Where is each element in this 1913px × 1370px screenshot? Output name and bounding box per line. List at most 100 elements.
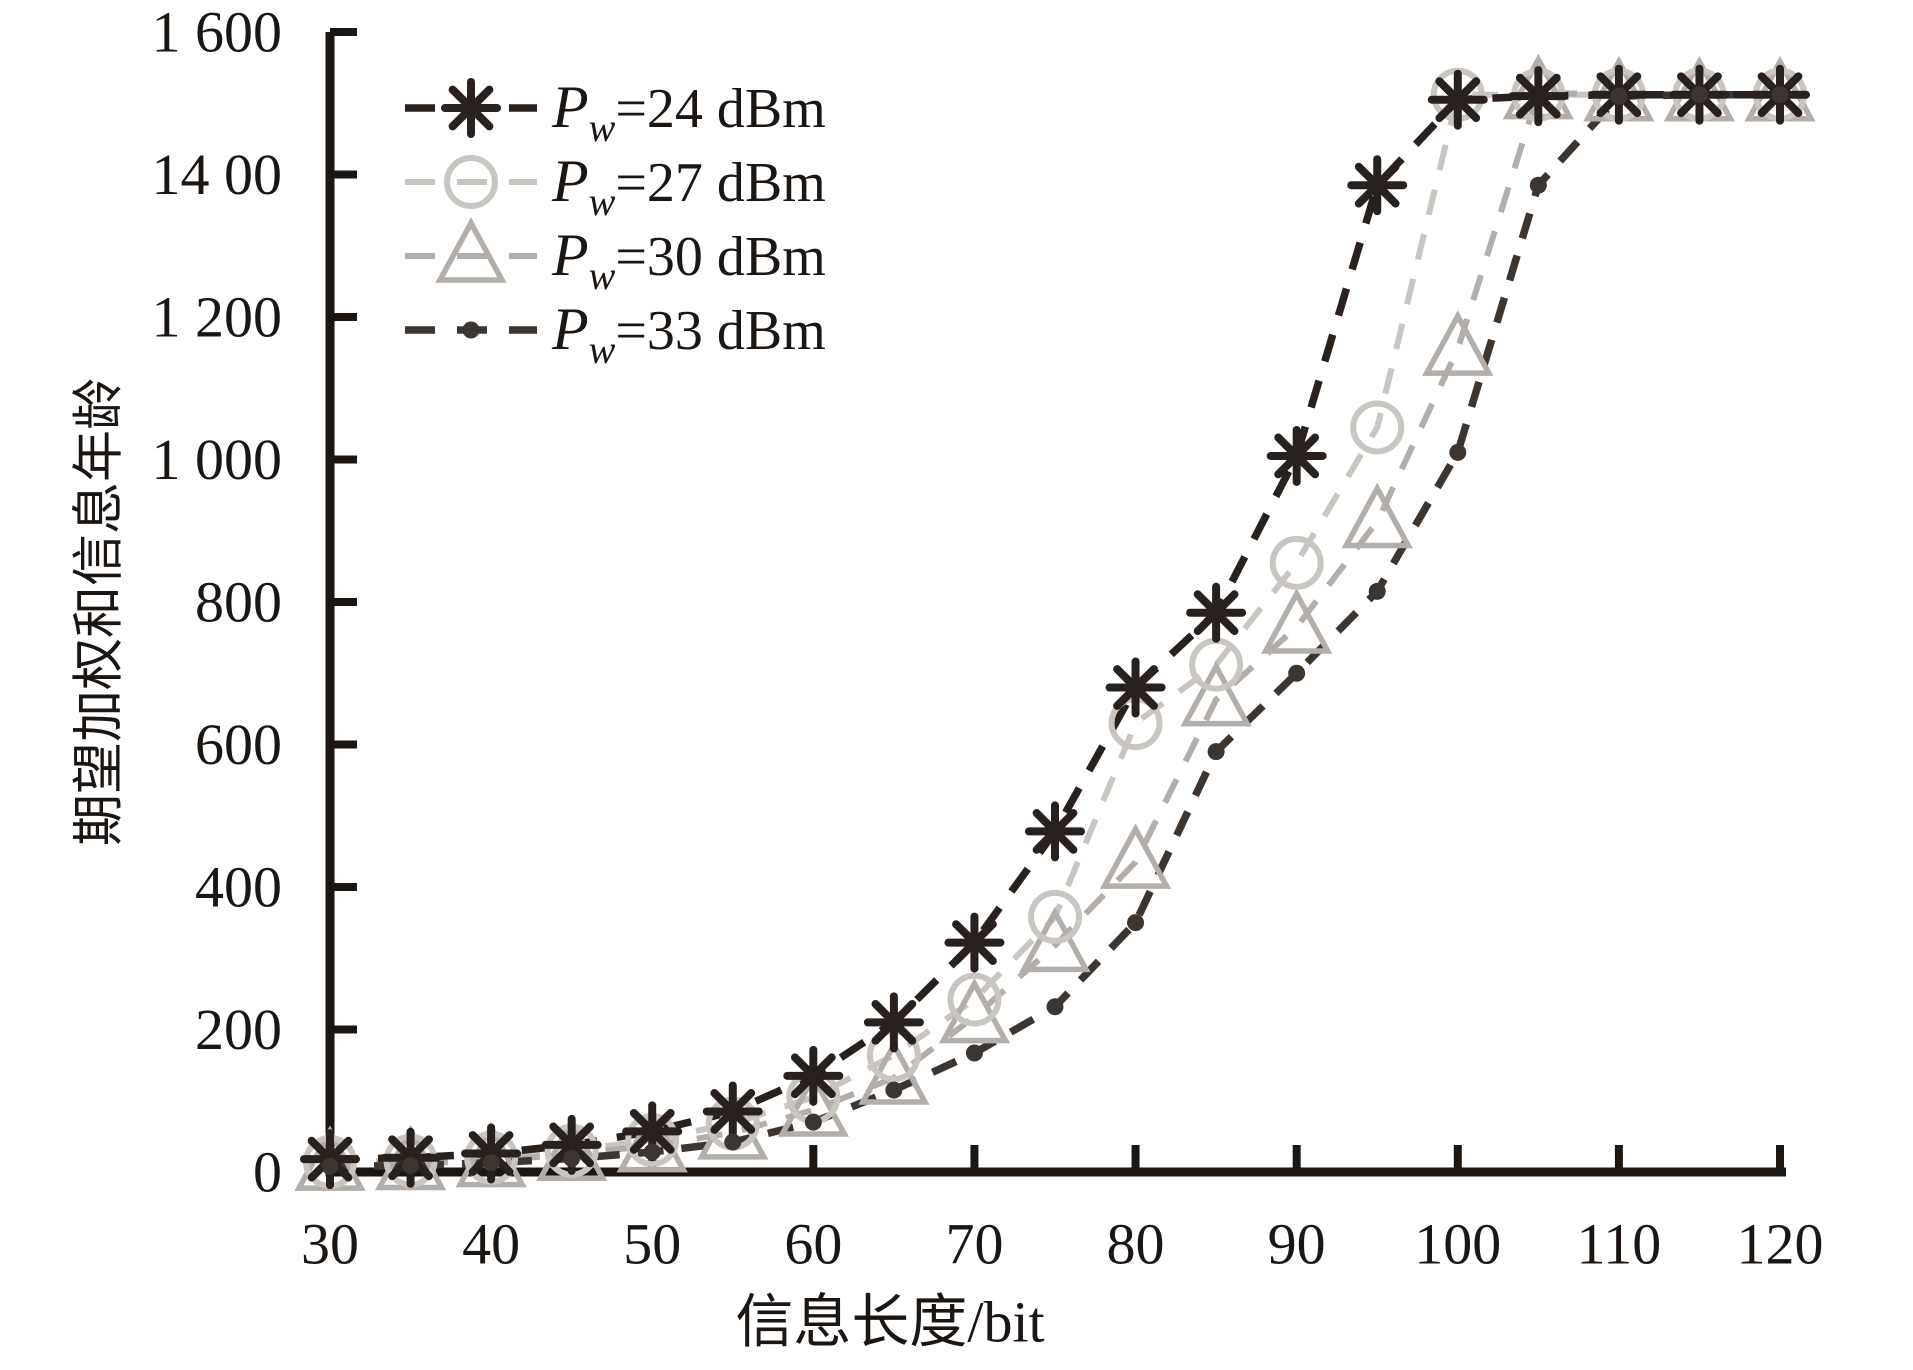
line	[952, 920, 997, 965]
y-tick-label: 1 000	[152, 427, 283, 492]
marker-dot-icon	[1127, 914, 1145, 932]
path	[1099, 823, 1172, 889]
marker-dot-icon	[1368, 582, 1386, 600]
line	[468, 1131, 514, 1176]
marker-circle-icon	[1350, 400, 1405, 455]
circle	[1127, 914, 1145, 932]
line	[790, 1053, 836, 1099]
legend-item-pw-27-dbm: Pw=27 dBm	[405, 148, 826, 224]
y-tick-label: 600	[195, 712, 282, 777]
marker-asterisk-icon	[1025, 801, 1085, 862]
circle	[1368, 582, 1386, 600]
marker-triangle-icon	[1180, 660, 1252, 727]
line	[448, 85, 494, 131]
marker-triangle-icon	[1099, 823, 1172, 889]
y-tick-label: 1 600	[152, 0, 283, 65]
marker-asterisk-icon	[702, 1081, 763, 1142]
line	[871, 999, 917, 1045]
circle	[1610, 87, 1628, 105]
path	[616, 1106, 688, 1173]
circle	[1690, 86, 1708, 104]
y-tick-label: 14 00	[152, 142, 283, 207]
marker-asterisk-icon	[461, 1123, 522, 1184]
x-tick-label: 110	[1576, 1212, 1661, 1277]
marker-triangle-icon	[777, 1071, 849, 1137]
y-axis-title: 期望加权和信息年龄	[72, 378, 129, 846]
x-tick-label: 120	[1737, 1212, 1824, 1277]
y-tick-label: 200	[195, 997, 282, 1062]
marker-dot-icon	[1610, 87, 1628, 105]
circle	[1350, 400, 1405, 455]
series-markers-pw-30-dbm	[294, 53, 1816, 1191]
marker-asterisk-icon	[863, 992, 924, 1053]
circle	[885, 1081, 903, 1099]
circle	[321, 1157, 339, 1175]
marker-triangle-icon	[616, 1106, 688, 1173]
circle	[804, 1113, 822, 1131]
marker-dot-icon	[1449, 443, 1467, 461]
circle	[563, 1149, 581, 1167]
circle	[724, 1133, 742, 1151]
series-markers-pw-24-dbm	[300, 64, 1810, 1190]
marker-triangle-icon	[1341, 482, 1413, 549]
line	[1515, 73, 1561, 119]
line	[1435, 77, 1481, 123]
y-tick-label: 1 200	[152, 285, 283, 350]
circle	[1288, 664, 1306, 682]
series-markers	[294, 53, 1816, 1191]
marker-triangle-icon	[435, 217, 507, 283]
marker-asterisk-icon	[1266, 425, 1327, 486]
line	[1354, 162, 1400, 208]
marker-triangle-icon	[1422, 310, 1494, 376]
circle	[965, 1044, 983, 1062]
marker-dot-icon	[482, 1154, 500, 1172]
marker-dot-icon	[1690, 86, 1708, 104]
marker-dot-icon	[804, 1113, 822, 1131]
marker-dot-icon	[885, 1081, 903, 1099]
line	[1193, 590, 1239, 636]
circle	[1449, 443, 1467, 461]
legend-item-pw-24-dbm: Pw=24 dBm	[405, 74, 826, 150]
marker-dot-icon	[1288, 664, 1306, 682]
marker-asterisk-icon	[1186, 582, 1247, 643]
x-tick-label: 30	[301, 1212, 359, 1277]
line	[549, 1122, 595, 1168]
marker-asterisk-icon	[1347, 155, 1408, 216]
legend-label: Pw=30 dBm	[551, 222, 826, 298]
marker-triangle-icon	[938, 977, 1011, 1044]
path	[435, 217, 507, 283]
marker-dot-icon	[1771, 86, 1789, 104]
marker-triangle-icon	[1019, 906, 1091, 973]
x-tick-label: 90	[1268, 1212, 1326, 1277]
marker-dot-icon	[563, 1149, 581, 1167]
series-markers-pw-33-dbm	[321, 86, 1789, 1175]
marker-dot-icon	[1207, 743, 1225, 761]
path	[1019, 906, 1091, 973]
line	[1032, 809, 1078, 854]
marker-circle-icon	[1269, 535, 1324, 590]
circle	[1529, 176, 1547, 194]
x-tick-label: 80	[1107, 1212, 1165, 1277]
marker-asterisk-icon	[1105, 657, 1166, 718]
path	[938, 977, 1011, 1044]
x-tick-label: 100	[1414, 1212, 1501, 1277]
circle	[1771, 86, 1789, 104]
circle	[462, 321, 480, 339]
circle	[643, 1143, 661, 1161]
marker-asterisk-icon	[944, 912, 1005, 973]
legend-label: Pw=27 dBm	[551, 148, 826, 224]
marker-triangle-icon	[1261, 588, 1333, 654]
legend-item-pw-30-dbm: Pw=30 dBm	[405, 217, 826, 298]
circle	[947, 972, 1002, 1027]
x-axis-title: 信息长度/bit	[735, 1290, 1044, 1355]
circle	[482, 1154, 500, 1172]
circle	[402, 1157, 420, 1175]
x-tick-label: 50	[623, 1212, 681, 1277]
path	[536, 1115, 608, 1181]
marker-asterisk-icon	[783, 1045, 844, 1106]
x-tick-label: 40	[462, 1212, 520, 1277]
marker-dot-icon	[321, 1157, 339, 1175]
